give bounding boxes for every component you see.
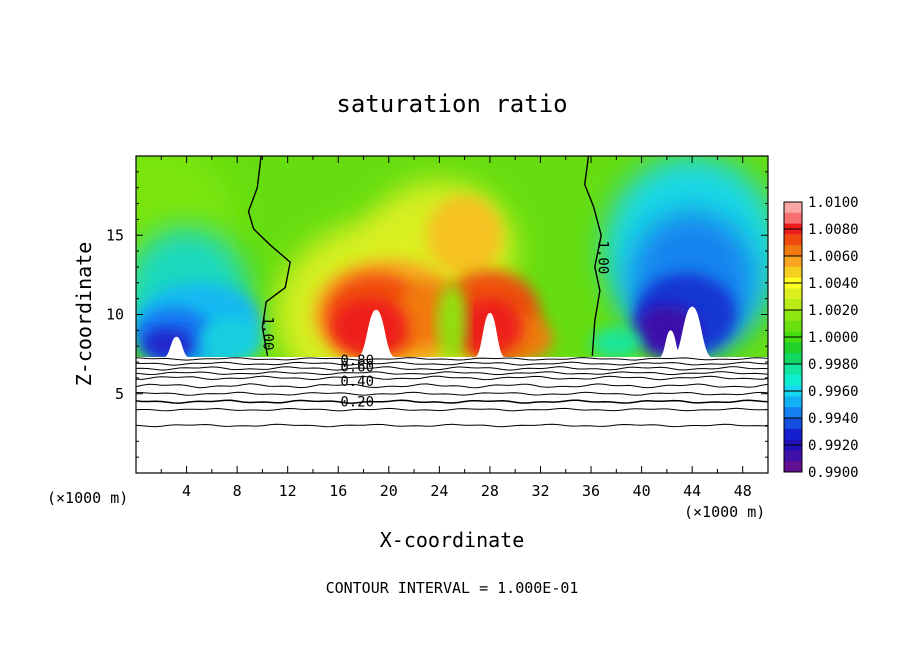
contour-line <box>136 357 768 361</box>
x-tick-label: 44 <box>683 482 701 500</box>
contour-line <box>136 391 768 396</box>
terrain-hump <box>671 306 713 358</box>
contour-interval-note: CONTOUR INTERVAL = 1.000E-01 <box>326 579 579 597</box>
contour-line <box>136 366 768 371</box>
contour-line <box>136 407 768 412</box>
colorbar-swatch <box>784 299 802 311</box>
y-tick-label: 15 <box>106 226 124 244</box>
contour-labels: 1.00 1.00 0.800.600.40 0.20 <box>260 241 611 411</box>
x-tick-label: 32 <box>531 482 549 500</box>
colorbar-label: 1.0020 <box>808 303 859 319</box>
contour-label: 0.20 <box>340 394 374 410</box>
y-axis-ticks: 5 10 15 <box>106 171 768 458</box>
colorbar-swatch <box>784 396 802 408</box>
colorbar-label: 1.0080 <box>808 222 859 238</box>
colorbar-swatch <box>784 320 802 333</box>
colorbar-swatch <box>784 364 802 376</box>
y-tick-label: 5 <box>115 385 124 403</box>
x-unit-left: (×1000 m) <box>47 489 128 507</box>
lower-region <box>136 357 768 473</box>
plot-area <box>136 156 768 473</box>
colorbar-swatch <box>784 342 802 354</box>
x-tick-label: 24 <box>430 482 448 500</box>
colorbar-swatch <box>784 212 802 225</box>
colorbar-label: 1.0060 <box>808 249 859 265</box>
colorbar-label: 1.0040 <box>808 276 859 292</box>
colorbar-label: 1.0100 <box>808 195 859 211</box>
x-tick-label: 4 <box>182 482 191 500</box>
saturation-field <box>136 156 768 410</box>
colorbar-swatch <box>784 245 802 257</box>
x-unit-right: (×1000 m) <box>684 503 765 521</box>
y-tick-label: 10 <box>106 306 124 324</box>
colorbar-swatch <box>784 374 802 387</box>
contour-label: 0.60 <box>340 360 374 376</box>
colorbar-swatch <box>784 288 802 300</box>
colorbar-label: 0.9980 <box>808 357 859 373</box>
contour-line <box>136 423 768 428</box>
colorbar-swatch <box>784 428 802 441</box>
field-blob <box>426 195 503 275</box>
x-tick-label: 16 <box>329 482 347 500</box>
x-tick-label: 12 <box>279 482 297 500</box>
colorbar-swatch <box>784 407 802 419</box>
colorbar: 1.0100 1.0080 1.0060 1.0040 1.0020 1.0000 0.99… <box>783 195 859 481</box>
x-axis-label: X-coordinate <box>380 528 525 552</box>
contour-label: 0.80 <box>340 353 374 369</box>
terrain-hump <box>163 336 190 358</box>
chart-title: saturation ratio <box>336 90 567 118</box>
colorbar-label: 1.0000 <box>808 330 859 346</box>
field-blob <box>591 327 642 359</box>
contour-line <box>136 383 768 389</box>
colorbar-swatch <box>784 461 802 473</box>
colorbar-swatch <box>784 202 802 214</box>
contour-line <box>136 371 768 376</box>
colorbar-label: 0.9900 <box>808 465 859 481</box>
colorbar-label: 0.9920 <box>808 438 859 454</box>
colorbar-swatch <box>784 266 802 279</box>
colorbar-swatch <box>784 310 802 322</box>
colorbar-swatch <box>784 234 802 246</box>
x-tick-label: 8 <box>233 482 242 500</box>
contour-line-1.00 <box>583 156 602 356</box>
x-tick-label: 36 <box>582 482 600 500</box>
x-axis-ticks: 4 8 12 16 20 24 28 32 36 40 44 48 <box>160 156 752 500</box>
contour-line <box>136 399 768 404</box>
contour-line <box>136 361 768 366</box>
colorbar-swatch <box>784 256 802 268</box>
x-tick-label: 40 <box>633 482 651 500</box>
colorbar-swatch <box>784 353 802 365</box>
field-blob <box>199 317 263 363</box>
x-tick-label: 28 <box>481 482 499 500</box>
colorbar-swatch <box>784 450 802 462</box>
y-axis-label: Z-coordinate <box>72 242 96 387</box>
contour-lines <box>136 156 768 428</box>
x-tick-label: 48 <box>734 482 752 500</box>
contour-label: 1.00 <box>595 241 611 275</box>
contour-line-1.00 <box>247 156 291 356</box>
terrain-hump <box>659 330 683 358</box>
terrain-hump <box>474 312 506 358</box>
field-blob <box>436 282 468 363</box>
colorbar-label: 0.9940 <box>808 411 859 427</box>
contour-line <box>136 375 768 381</box>
terrain-hump <box>357 309 396 358</box>
x-tick-label: 20 <box>380 482 398 500</box>
colorbar-swatch <box>784 418 802 430</box>
colorbar-label: 0.9960 <box>808 384 859 400</box>
contour-label: 0.40 <box>340 374 374 390</box>
contour-label: 1.00 <box>260 317 276 351</box>
